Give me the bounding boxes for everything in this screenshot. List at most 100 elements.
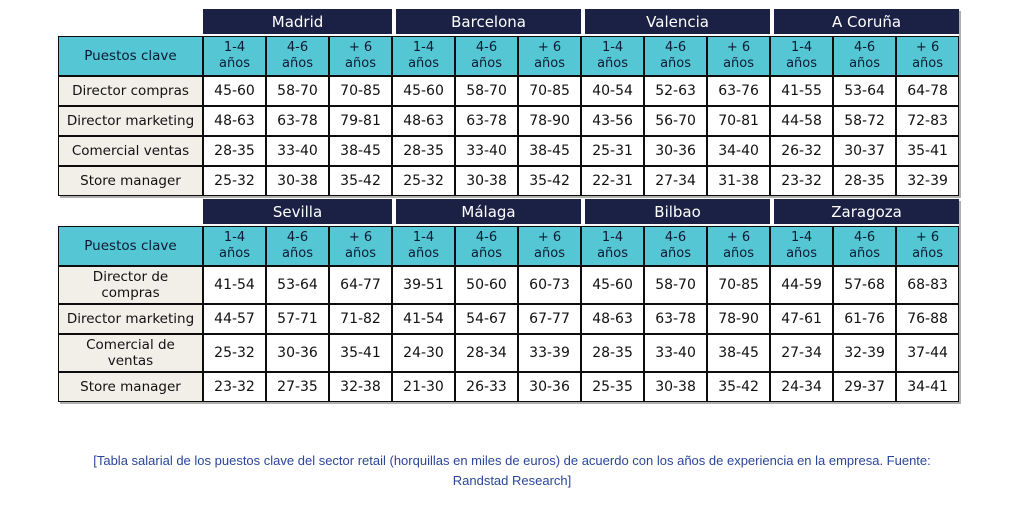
caption-line-2: Randstad Research] [452, 473, 572, 488]
experience-range: + 6 [348, 40, 373, 55]
salary-cell: 63-78 [266, 106, 329, 136]
position-label: Director compras [58, 76, 203, 106]
salary-cell: 58-72 [833, 106, 897, 136]
salary-cell: 35-42 [329, 166, 393, 196]
salary-cell: 64-78 [896, 76, 960, 106]
experience-range: + 6 [537, 40, 562, 55]
salary-cell: 44-58 [770, 106, 834, 136]
salary-cell: 27-35 [266, 372, 329, 402]
experience-header: 1-4 años [203, 36, 266, 76]
experience-range: 1-4 [223, 230, 246, 245]
row-header-title: Puestos clave [58, 36, 203, 76]
salary-tables-container: Madrid Barcelona Valencia A Coruña Puestos c… [58, 9, 960, 402]
experience-unit: años [660, 246, 691, 261]
corner-spacer [58, 9, 203, 36]
salary-cell: 68-83 [896, 266, 960, 304]
table-row: Director marketing 44-57 57-71 71-82 41-54 54… [58, 304, 960, 334]
experience-header: 4-6 años [833, 36, 897, 76]
city-header: A Coruña [770, 9, 960, 36]
salary-cell: 25-31 [581, 136, 645, 166]
table-row: Director de compras 41-54 53-64 64-77 39-51 5… [58, 266, 960, 304]
salary-cell: 35-42 [518, 166, 582, 196]
salary-cell: 38-45 [518, 136, 582, 166]
salary-cell: 70-85 [329, 76, 393, 106]
salary-cell: 23-32 [770, 166, 834, 196]
position-label: Director marketing [58, 106, 203, 136]
salary-cell: 63-78 [455, 106, 519, 136]
salary-cell: 39-51 [392, 266, 455, 304]
experience-header: 4-6 años [455, 226, 518, 266]
salary-cell: 26-32 [770, 136, 834, 166]
city-header: Barcelona [392, 9, 582, 36]
city-header: Madrid [203, 9, 393, 36]
salary-cell: 25-32 [203, 334, 266, 372]
salary-cell: 45-60 [581, 266, 645, 304]
experience-header: + 6 años [707, 226, 771, 266]
salary-table-north: Madrid Barcelona Valencia A Coruña Puestos c… [58, 9, 960, 196]
table-row: Director compras 45-60 58-70 70-85 45-60 58-7… [58, 76, 960, 106]
salary-cell: 28-35 [392, 136, 456, 166]
position-label: Store manager [58, 372, 203, 402]
experience-unit: años [786, 56, 818, 71]
city-header: Sevilla [203, 199, 392, 226]
experience-header: 1-4 años [770, 36, 834, 76]
table-row: Comercial ventas 28-35 33-40 38-45 28-35 33-4… [58, 136, 960, 166]
salary-cell: 52-63 [644, 76, 708, 106]
experience-header: 4-6 años [266, 226, 329, 266]
salary-cell: 30-38 [266, 166, 329, 196]
salary-cell: 57-68 [833, 266, 897, 304]
position-label: Director marketing [58, 304, 203, 334]
salary-cell: 58-70 [455, 76, 519, 106]
experience-unit: años [282, 56, 313, 71]
experience-unit: años [597, 246, 628, 261]
experience-unit: años [660, 56, 692, 71]
salary-cell: 27-34 [644, 166, 708, 196]
salary-cell: 60-73 [518, 266, 582, 304]
salary-cell: 44-59 [770, 266, 834, 304]
salary-cell: 30-38 [644, 372, 708, 402]
experience-unit: años [597, 56, 629, 71]
salary-cell: 70-85 [707, 266, 771, 304]
salary-cell: 32-39 [896, 166, 960, 196]
experience-header: + 6 años [896, 36, 960, 76]
city-header-row: Sevilla Málaga Bilbao Zaragoza [58, 199, 960, 226]
experience-range: 4-6 [475, 230, 498, 245]
salary-cell: 30-36 [518, 372, 582, 402]
salary-cell: 35-41 [896, 136, 960, 166]
salary-cell: 47-61 [770, 304, 834, 334]
experience-unit: años [345, 56, 376, 71]
experience-header: 4-6 años [455, 36, 519, 76]
experience-header: + 6 años [707, 36, 771, 76]
experience-unit: años [723, 246, 755, 261]
salary-cell: 31-38 [707, 166, 771, 196]
salary-cell: 28-34 [455, 334, 518, 372]
experience-range: 4-6 [664, 230, 687, 245]
experience-range: 4-6 [664, 40, 687, 55]
salary-cell: 24-34 [770, 372, 834, 402]
experience-range: 1-4 [601, 230, 624, 245]
experience-range: 4-6 [286, 230, 309, 245]
salary-cell: 41-54 [203, 266, 266, 304]
table-row: Store manager 23-32 27-35 32-38 21-30 26-33 30… [58, 372, 960, 402]
salary-cell: 35-41 [329, 334, 392, 372]
salary-cell: 29-37 [833, 372, 897, 402]
salary-cell: 70-85 [518, 76, 582, 106]
experience-unit: años [219, 246, 250, 261]
experience-header: + 6 años [329, 226, 392, 266]
experience-unit: años [282, 246, 313, 261]
position-label: Store manager [58, 166, 203, 196]
city-header-row: Madrid Barcelona Valencia A Coruña [58, 9, 960, 36]
salary-cell: 64-77 [329, 266, 392, 304]
city-header: Málaga [392, 199, 582, 226]
experience-header: 4-6 años [644, 36, 708, 76]
experience-unit: años [534, 246, 565, 261]
corner-spacer [58, 199, 203, 226]
salary-cell: 22-31 [581, 166, 645, 196]
salary-cell: 32-39 [833, 334, 897, 372]
salary-cell: 61-76 [833, 304, 897, 334]
salary-cell: 34-41 [896, 372, 960, 402]
salary-cell: 48-63 [203, 106, 266, 136]
salary-cell: 79-81 [329, 106, 393, 136]
salary-cell: 58-70 [266, 76, 329, 106]
salary-cell: 25-35 [581, 372, 645, 402]
